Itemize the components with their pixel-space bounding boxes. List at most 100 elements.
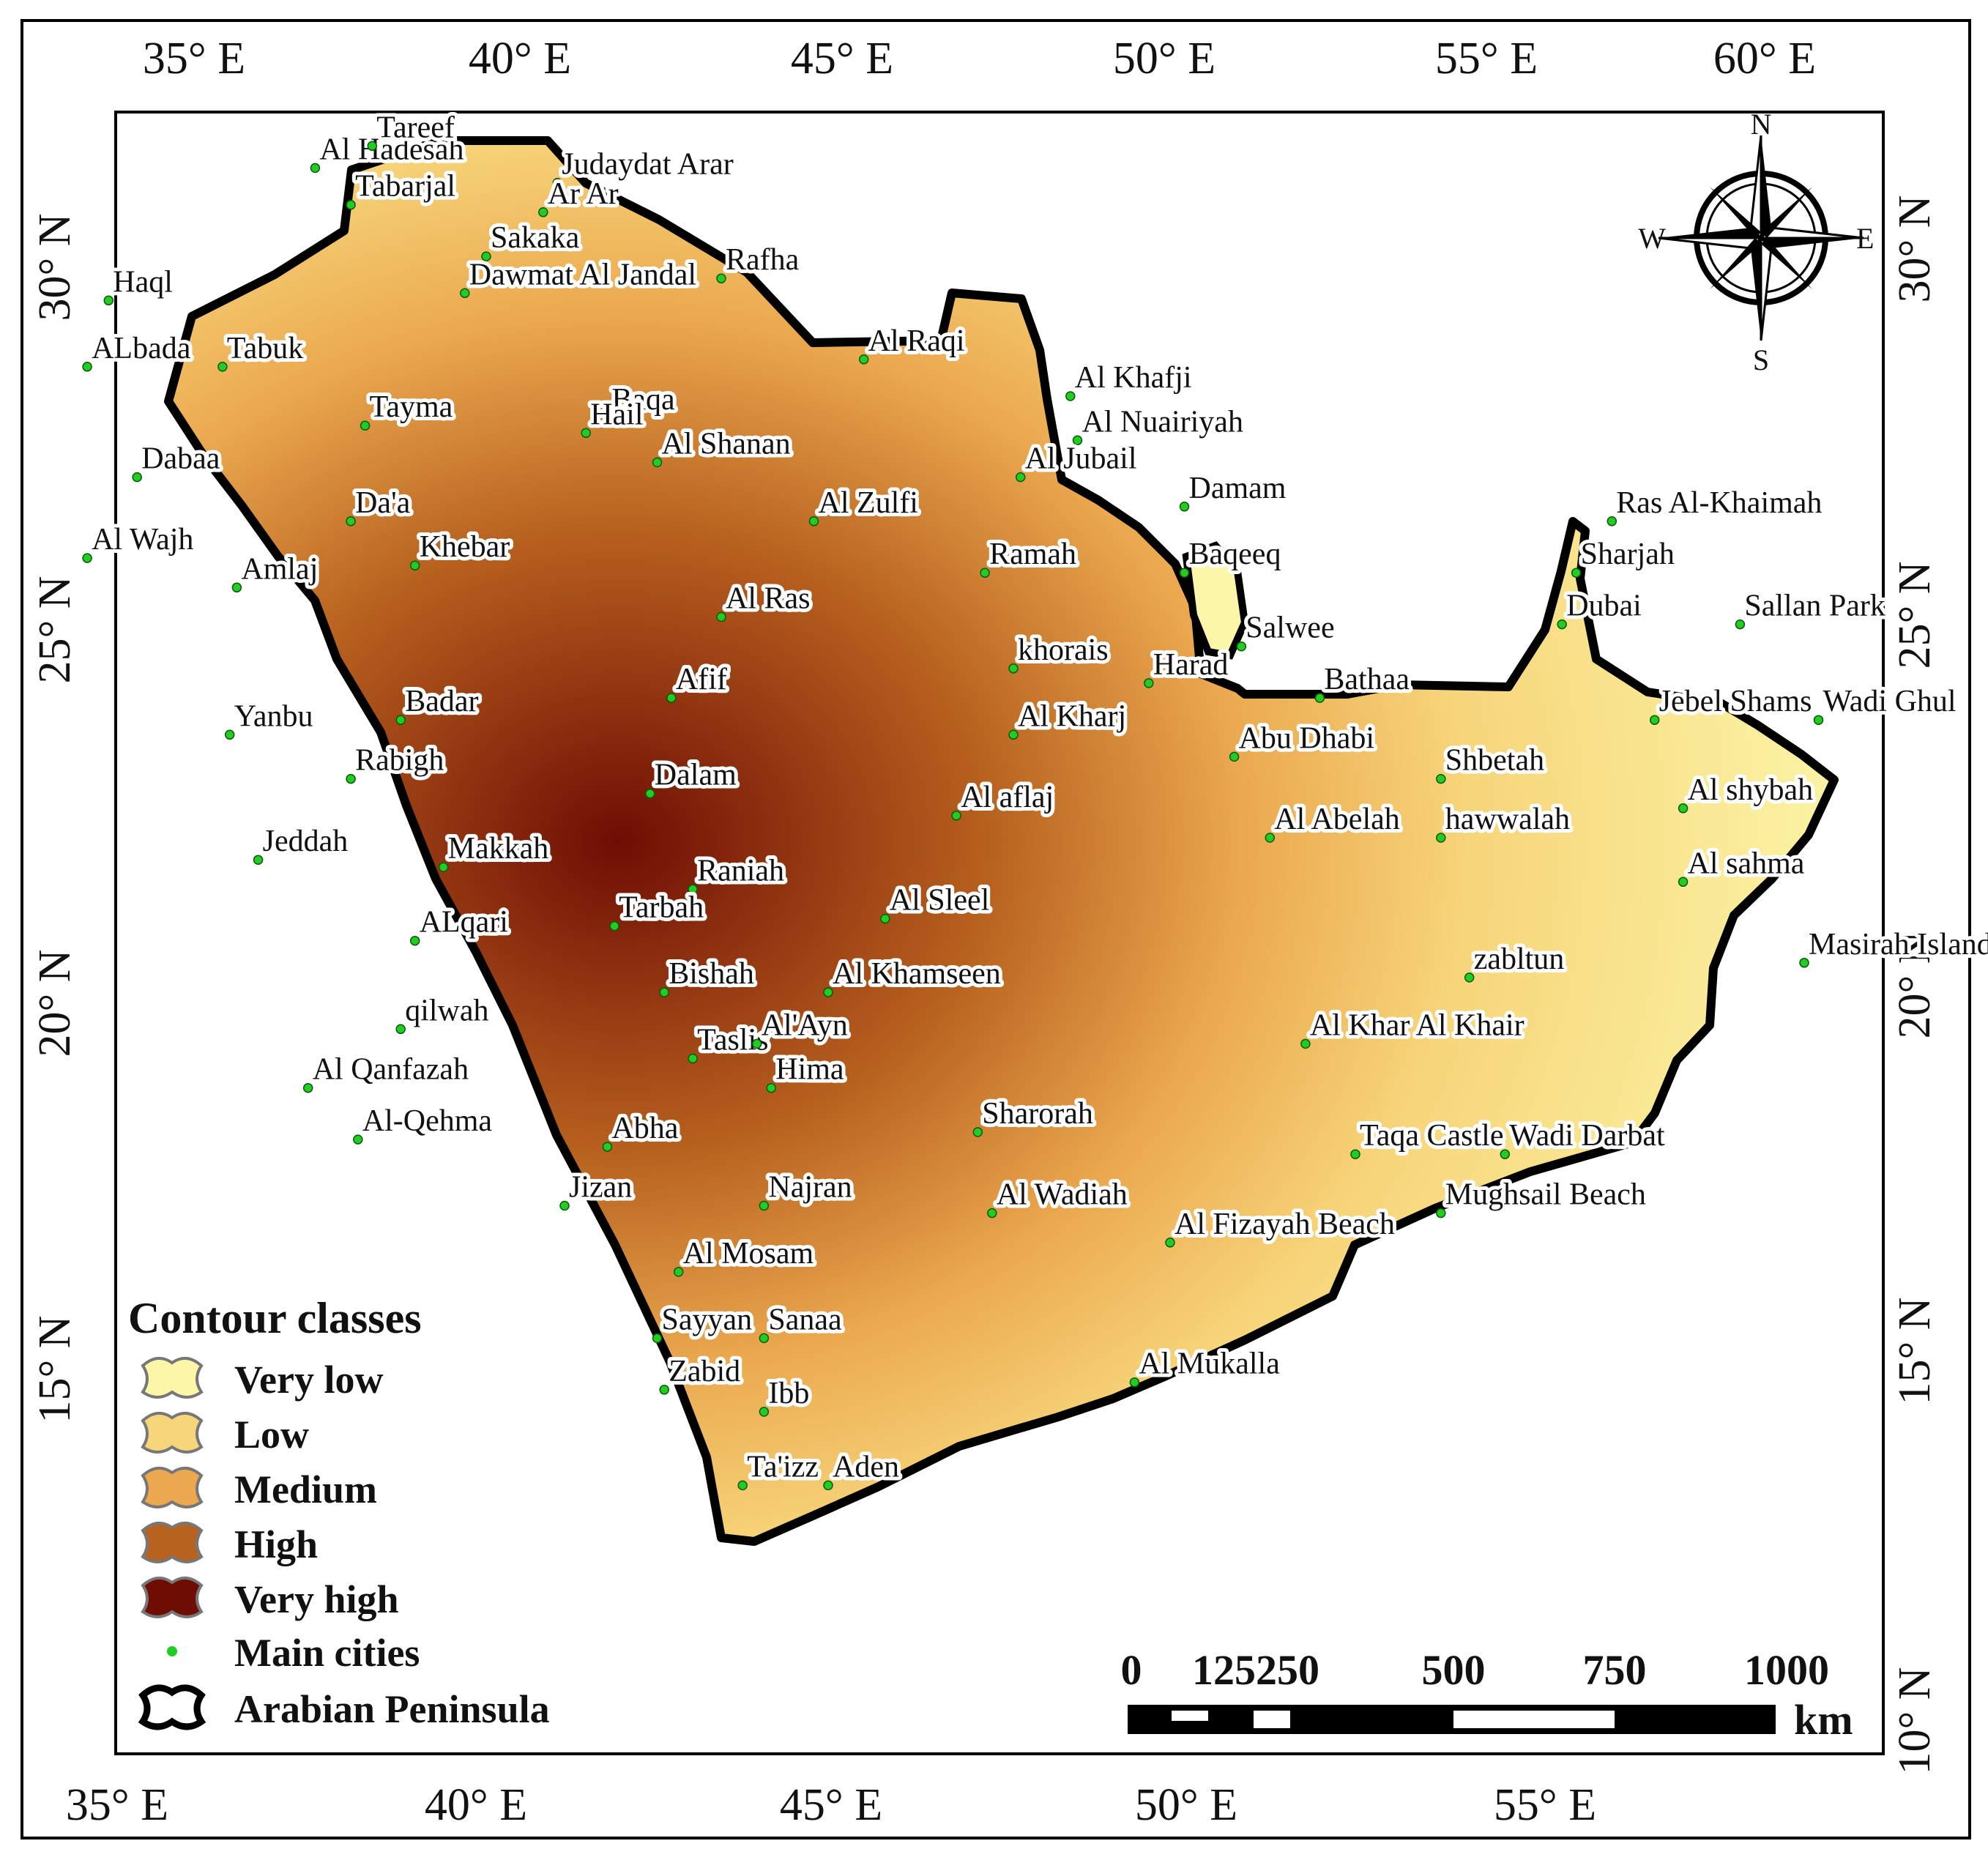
city-dot-icon (346, 516, 356, 527)
city-marker: Dawmat Al Jandal (460, 254, 700, 299)
city-marker: Wadi Ghul (1813, 681, 1960, 725)
city-dot-icon (1557, 619, 1567, 630)
city-label: Bathaa (1324, 663, 1410, 696)
city-dot-icon (1300, 1038, 1311, 1049)
city-label: Sharorah (982, 1097, 1093, 1131)
city-marker: ALbada (82, 328, 195, 372)
legend-item-very-low: Very low (141, 1357, 383, 1402)
lon-tick-top: 50° E (1113, 34, 1215, 83)
city-label: Rafha (726, 243, 800, 277)
compass-n: N (1751, 108, 1772, 141)
city-label: Jeddah (263, 825, 349, 858)
city-dot-icon (688, 884, 698, 895)
city-label: Judaydat Arar (562, 148, 733, 182)
city-dot-icon (1179, 502, 1190, 512)
city-marker: hawwalah (1436, 799, 1574, 843)
city-marker: Al Mosam (673, 1233, 818, 1277)
city-label: Al Shanan (662, 427, 791, 461)
city-label: Al Nuairiyah (1082, 405, 1243, 439)
scale-label: 500 (1422, 1646, 1486, 1694)
lon-tick-top: 35° E (143, 34, 245, 83)
lon-tick-bottom: 55° E (1494, 1780, 1596, 1830)
city-label: Abu Dhabi (1239, 721, 1374, 755)
city-label: Al Zulfi (819, 486, 918, 520)
city-dot-icon (1607, 516, 1617, 527)
lat-tick-right: 25° N (1890, 561, 1940, 669)
legend-item-high: High (141, 1522, 318, 1566)
city-label: Raniah (697, 854, 784, 888)
lon-tick-top: 55° E (1435, 34, 1538, 83)
city-label: Al Kharj (1018, 699, 1126, 733)
city-dot-icon (766, 1082, 776, 1093)
compass-s: S (1753, 343, 1769, 376)
city-dot-icon (310, 163, 321, 174)
city-label: Masirah Island (1809, 928, 1988, 961)
city-marker: Al-Qehma (353, 1101, 496, 1145)
city-marker: Makkah (438, 828, 552, 872)
city-dot-icon (395, 1024, 406, 1035)
city-dot-icon (1500, 1149, 1511, 1159)
city-marker: Al shybah (1678, 770, 1817, 814)
city-dot-icon (360, 420, 371, 431)
city-label: Tabuk (227, 332, 303, 365)
city-label: Al Mosam (683, 1237, 814, 1271)
city-marker: Zabid (659, 1351, 744, 1395)
city-marker: Aden (823, 1446, 903, 1491)
city-marker: Al Sleel (880, 880, 993, 924)
legend-label: Medium (234, 1467, 377, 1511)
city-marker: qilwah (395, 990, 493, 1035)
legend-title: Contour classes (128, 1294, 422, 1342)
city-dot-icon (438, 862, 449, 872)
city-marker: Harad (1144, 644, 1232, 688)
city-marker: Sanaa (759, 1299, 846, 1344)
city-label: Zabid (669, 1355, 740, 1388)
lat-tick-right: 15° N (1890, 1297, 1940, 1405)
city-label: Al Khafji (1075, 361, 1192, 395)
city-marker: Al Abelah (1265, 799, 1404, 843)
city-dot-icon (688, 1053, 698, 1064)
city-dot-icon (1649, 715, 1660, 725)
city-label: Al Ras (726, 582, 811, 616)
city-dot-icon (253, 855, 264, 865)
city-dot-icon (1144, 678, 1154, 688)
lon-tick-bottom: 35° E (66, 1780, 168, 1830)
city-dot-icon (1678, 803, 1689, 814)
city-label: ALqari (420, 906, 508, 940)
city-dot-icon (1008, 729, 1019, 740)
city-marker: Tabuk (217, 328, 307, 372)
city-dot-icon (1436, 1208, 1446, 1219)
city-label: Wadi Ghul (1823, 685, 1957, 718)
city-dot-icon (1129, 1377, 1140, 1388)
city-label: Amlaj (241, 552, 318, 586)
city-marker: Al'Ayn (751, 1005, 852, 1049)
city-dot-icon (759, 1333, 770, 1344)
city-marker: Al Fizayah Beach (1165, 1204, 1399, 1248)
city-dot-icon (716, 611, 726, 622)
city-label: Tayma (370, 390, 453, 424)
city-label: Al Khar Al Khair (1310, 1008, 1524, 1042)
city-dot-icon (302, 1082, 313, 1093)
city-label: Najran (768, 1171, 852, 1205)
city-dot-icon (1265, 833, 1276, 843)
city-label: Al Hadesah (319, 133, 464, 166)
city-label: Khebar (420, 530, 510, 564)
legend-item-boundary: Arabian Peninsula (138, 1684, 550, 1731)
city-marker: Tabarjal (346, 166, 459, 210)
legend-label: Very high (234, 1577, 399, 1621)
city-label: Harad (1153, 648, 1229, 682)
city-dot-icon (659, 987, 669, 997)
city-marker: Shbetah (1436, 740, 1548, 784)
city-marker: Hail (581, 394, 647, 439)
city-dot-icon (559, 1200, 570, 1211)
city-marker: Al sahma (1678, 843, 1809, 888)
city-marker: Abha (602, 1108, 682, 1152)
city-dot-icon (538, 207, 548, 217)
city-label: Dalam (655, 759, 737, 792)
city-label: Tarbah (619, 891, 704, 925)
city-marker: Yanbu (224, 696, 316, 740)
city-marker: Sallan Park (1735, 586, 1889, 630)
city-marker: Al Khamseen (823, 953, 1005, 997)
city-dot-icon (82, 553, 92, 563)
city-label: khorais (1018, 633, 1109, 667)
